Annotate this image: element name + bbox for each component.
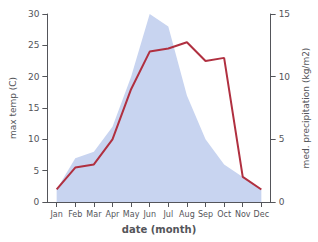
svg-text:Jul: Jul	[162, 210, 173, 219]
svg-text:date (month): date (month)	[122, 224, 196, 235]
svg-text:Jun: Jun	[142, 210, 156, 219]
svg-text:Sep: Sep	[198, 210, 213, 219]
svg-text:10: 10	[28, 134, 40, 144]
svg-text:5: 5	[34, 166, 40, 176]
svg-text:5: 5	[279, 134, 285, 144]
svg-text:15: 15	[28, 103, 39, 113]
svg-text:max temp (C): max temp (C)	[8, 77, 18, 139]
svg-text:May: May	[123, 210, 140, 219]
svg-text:med. precipitation (kg/m2): med. precipitation (kg/m2)	[301, 48, 311, 169]
svg-text:30: 30	[28, 9, 40, 19]
svg-text:10: 10	[279, 72, 291, 82]
svg-text:0: 0	[279, 197, 285, 207]
svg-text:Apr: Apr	[106, 210, 121, 219]
svg-text:Nov: Nov	[235, 210, 251, 219]
svg-text:Oct: Oct	[217, 210, 231, 219]
svg-text:Dec: Dec	[254, 210, 269, 219]
svg-text:25: 25	[28, 40, 39, 50]
svg-text:Jan: Jan	[49, 210, 62, 219]
svg-text:Mar: Mar	[86, 210, 102, 219]
svg-text:20: 20	[28, 72, 40, 82]
svg-text:15: 15	[279, 9, 290, 19]
svg-text:Feb: Feb	[68, 210, 82, 219]
svg-text:0: 0	[34, 197, 40, 207]
svg-text:Aug: Aug	[179, 210, 195, 219]
